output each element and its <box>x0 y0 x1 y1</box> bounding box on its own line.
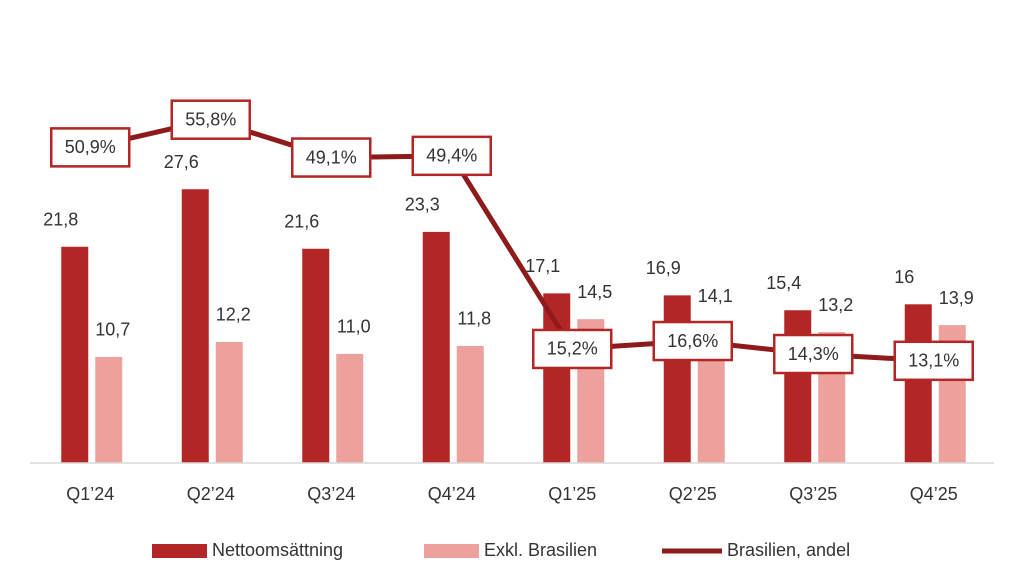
bar <box>784 310 812 463</box>
data-label: 17,1 <box>525 256 560 276</box>
bar <box>456 345 484 463</box>
data-label: 15,2% <box>547 339 598 359</box>
bar <box>302 248 330 463</box>
data-label: 16 <box>894 267 914 287</box>
bar <box>95 356 123 463</box>
data-label: 14,3% <box>788 344 839 364</box>
bar <box>336 353 364 463</box>
label-box <box>652 320 733 362</box>
x-tick-label: Q3’24 <box>307 484 355 504</box>
data-label: 55,8% <box>185 109 236 129</box>
legend-swatch <box>152 544 207 558</box>
data-label: 50,9% <box>65 137 116 157</box>
data-label: 49,1% <box>306 147 357 167</box>
bar <box>543 293 571 463</box>
bar <box>422 231 450 463</box>
data-label: 15,4 <box>766 273 801 293</box>
data-label: 10,7 <box>95 320 130 340</box>
label-box <box>170 99 251 140</box>
bar <box>61 246 89 463</box>
label-box <box>50 127 131 168</box>
data-label: 21,8 <box>43 210 78 230</box>
label-box <box>291 137 372 178</box>
bar <box>215 341 243 463</box>
bar <box>663 295 691 463</box>
data-label: 49,4% <box>426 146 477 166</box>
data-label: 27,6 <box>164 152 199 172</box>
data-label: 21,6 <box>284 212 319 232</box>
x-tick-label: Q1’24 <box>66 484 114 504</box>
label-box <box>893 340 974 382</box>
bar <box>904 304 932 463</box>
x-tick-label: Q1’25 <box>548 484 596 504</box>
data-label: 14,5 <box>577 282 612 302</box>
data-label: 23,3 <box>405 195 440 215</box>
data-label: 13,2 <box>818 295 853 315</box>
label-box <box>532 328 613 370</box>
legend-label: Exkl. Brasilien <box>484 540 597 560</box>
data-label: 11,8 <box>457 309 491 329</box>
data-label: 12,2 <box>216 305 251 325</box>
legend-swatch <box>424 544 479 558</box>
x-tick-label: Q2’24 <box>187 484 235 504</box>
label-box <box>773 333 854 375</box>
legend-label: Nettoomsättning <box>212 540 343 560</box>
legend-label: Brasilien, andel <box>727 540 850 560</box>
data-label: 11,0 <box>337 317 371 337</box>
bar <box>181 189 209 463</box>
x-tick-label: Q3’25 <box>789 484 837 504</box>
x-tick-label: Q4’24 <box>428 484 476 504</box>
data-label: 14,1 <box>698 286 733 306</box>
label-box <box>411 135 492 177</box>
data-label: 13,1% <box>908 351 959 371</box>
data-label: 16,9 <box>646 258 681 278</box>
x-tick-label: Q4’25 <box>910 484 958 504</box>
x-tick-label: Q2’25 <box>669 484 717 504</box>
data-label: 16,6% <box>667 331 718 351</box>
data-label: 13,9 <box>939 288 974 308</box>
